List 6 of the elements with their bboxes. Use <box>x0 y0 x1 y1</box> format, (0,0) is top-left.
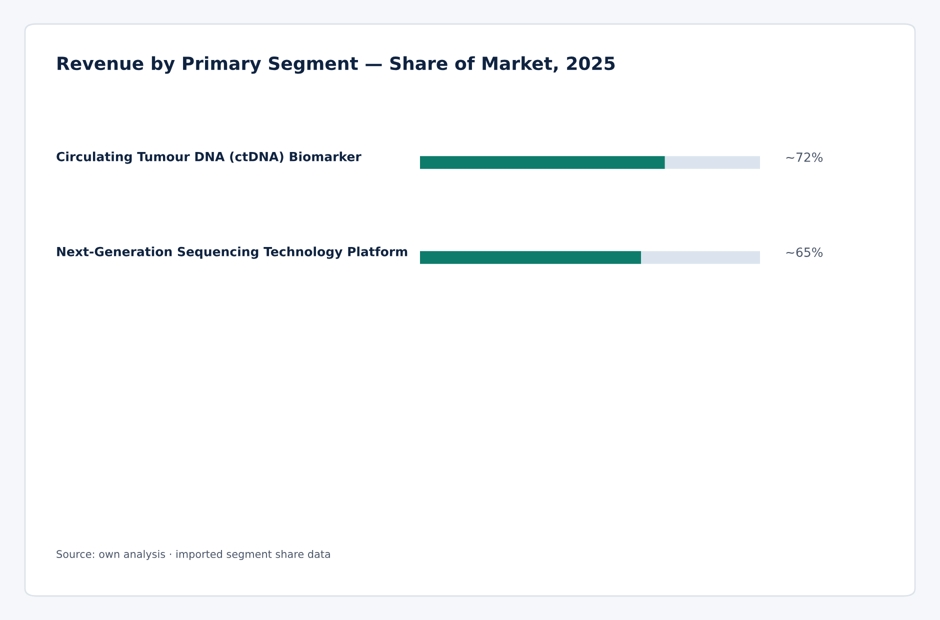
y-tick-label: Circulating Tumour DNA (ctDNA) Biomarker <box>56 152 362 164</box>
data-label: ~72% <box>786 152 823 162</box>
y-tick-label: Next-Generation Sequencing Technology Platform <box>57 246 408 259</box>
source-note: Source: own analysis · imported segment share data <box>56 550 330 560</box>
chart-title: Revenue by Primary Segment — Share of Market, 2025 <box>58 56 615 74</box>
data-label: ~65% <box>786 248 823 257</box>
